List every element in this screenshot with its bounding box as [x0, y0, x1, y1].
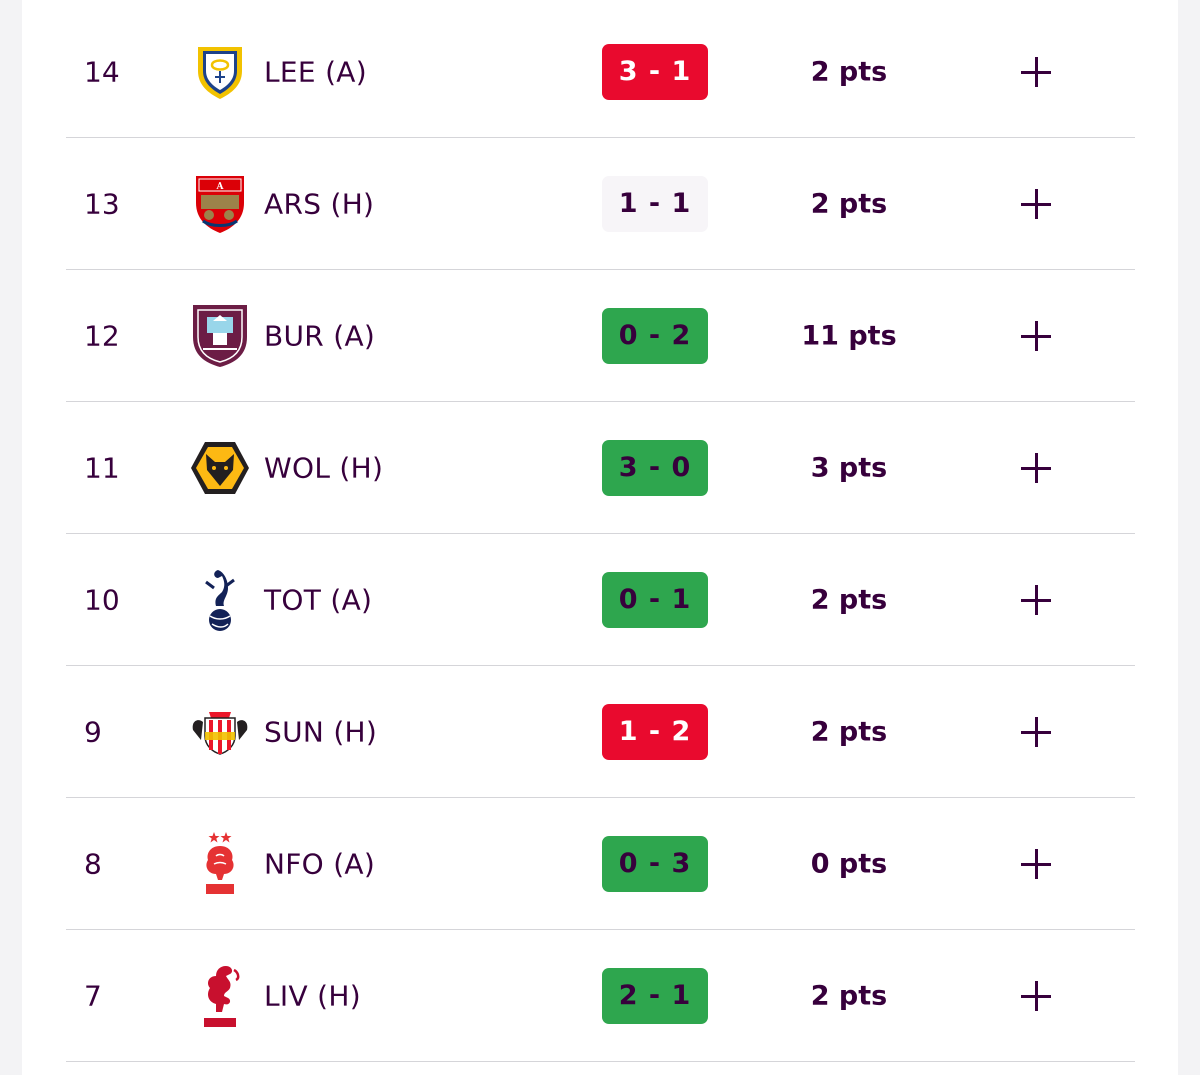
points-value: 2 pts — [810, 980, 888, 1011]
points-value: 3 pts — [810, 452, 888, 483]
table-row[interactable]: 11 WOL (H) 3 - 0 3 pts — [66, 402, 1135, 534]
match-score-badge: 2 - 1 — [602, 967, 708, 1024]
table-row[interactable]: 10 TOT (A) 0 - 1 2 pts — [66, 534, 1135, 666]
leeds-crest-icon — [188, 40, 252, 104]
match-score-badge: 0 - 3 — [602, 835, 708, 892]
liverpool-crest-icon — [188, 964, 252, 1028]
fixture-history-panel: 14 LEE (A) 3 - 1 2 pts 13 — [22, 0, 1178, 1075]
gameweek-number: 10 — [84, 583, 120, 616]
gameweek-number: 7 — [84, 979, 102, 1012]
plus-icon[interactable] — [1016, 976, 1056, 1016]
plus-icon[interactable] — [1016, 580, 1056, 620]
plus-icon[interactable] — [1016, 316, 1056, 356]
opponent-team: NFO (A) — [264, 847, 376, 880]
opponent-team: BUR (A) — [264, 319, 376, 352]
table-row[interactable]: 8 NFO (A) 0 - 3 0 pts — [66, 798, 1135, 930]
plus-icon[interactable] — [1016, 52, 1056, 92]
match-score-badge: 1 - 2 — [602, 703, 708, 760]
table-row[interactable]: 7 LIV (H) 2 - 1 2 pts — [66, 930, 1135, 1062]
match-score-badge: 3 - 1 — [602, 43, 708, 100]
gameweek-number: 11 — [84, 451, 120, 484]
arsenal-crest-icon: A — [188, 172, 252, 236]
match-score-badge: 1 - 1 — [602, 175, 708, 232]
gameweek-number: 14 — [84, 55, 120, 88]
points-value: 2 pts — [810, 716, 888, 747]
gameweek-number: 8 — [84, 847, 102, 880]
opponent-team: LEE (A) — [264, 55, 367, 88]
match-score-badge: 0 - 1 — [602, 571, 708, 628]
forest-crest-icon — [188, 831, 252, 896]
table-row[interactable]: 13 A ARS (H) 1 - 1 2 pts — [66, 138, 1135, 270]
table-row[interactable]: 9 SUN (H) 1 - 2 2 pts — [66, 666, 1135, 798]
points-value: 2 pts — [810, 584, 888, 615]
plus-icon[interactable] — [1016, 184, 1056, 224]
match-score-badge: 3 - 0 — [602, 439, 708, 496]
points-value: 11 pts — [801, 320, 897, 351]
points-value: 0 pts — [810, 848, 888, 879]
gameweek-number: 12 — [84, 319, 120, 352]
gameweek-number: 9 — [84, 715, 102, 748]
wolves-crest-icon — [188, 436, 252, 500]
svg-text:A: A — [216, 182, 225, 192]
table-row[interactable]: 12 BUR (A) 0 - 2 11 pts — [66, 270, 1135, 402]
opponent-team: LIV (H) — [264, 979, 361, 1012]
spurs-crest-icon — [188, 568, 252, 632]
points-value: 2 pts — [810, 188, 888, 219]
fixture-history-list: 14 LEE (A) 3 - 1 2 pts 13 — [66, 6, 1135, 1062]
opponent-team: TOT (A) — [264, 583, 373, 616]
opponent-team: SUN (H) — [264, 715, 378, 748]
points-value: 2 pts — [810, 56, 888, 87]
burnley-crest-icon — [188, 304, 252, 368]
gameweek-number: 13 — [84, 187, 120, 220]
plus-icon[interactable] — [1016, 448, 1056, 488]
table-row[interactable]: 14 LEE (A) 3 - 1 2 pts — [66, 6, 1135, 138]
opponent-team: WOL (H) — [264, 451, 384, 484]
match-score-badge: 0 - 2 — [602, 307, 708, 364]
plus-icon[interactable] — [1016, 844, 1056, 884]
sunderland-crest-icon — [188, 700, 252, 764]
plus-icon[interactable] — [1016, 712, 1056, 752]
opponent-team: ARS (H) — [264, 187, 375, 220]
